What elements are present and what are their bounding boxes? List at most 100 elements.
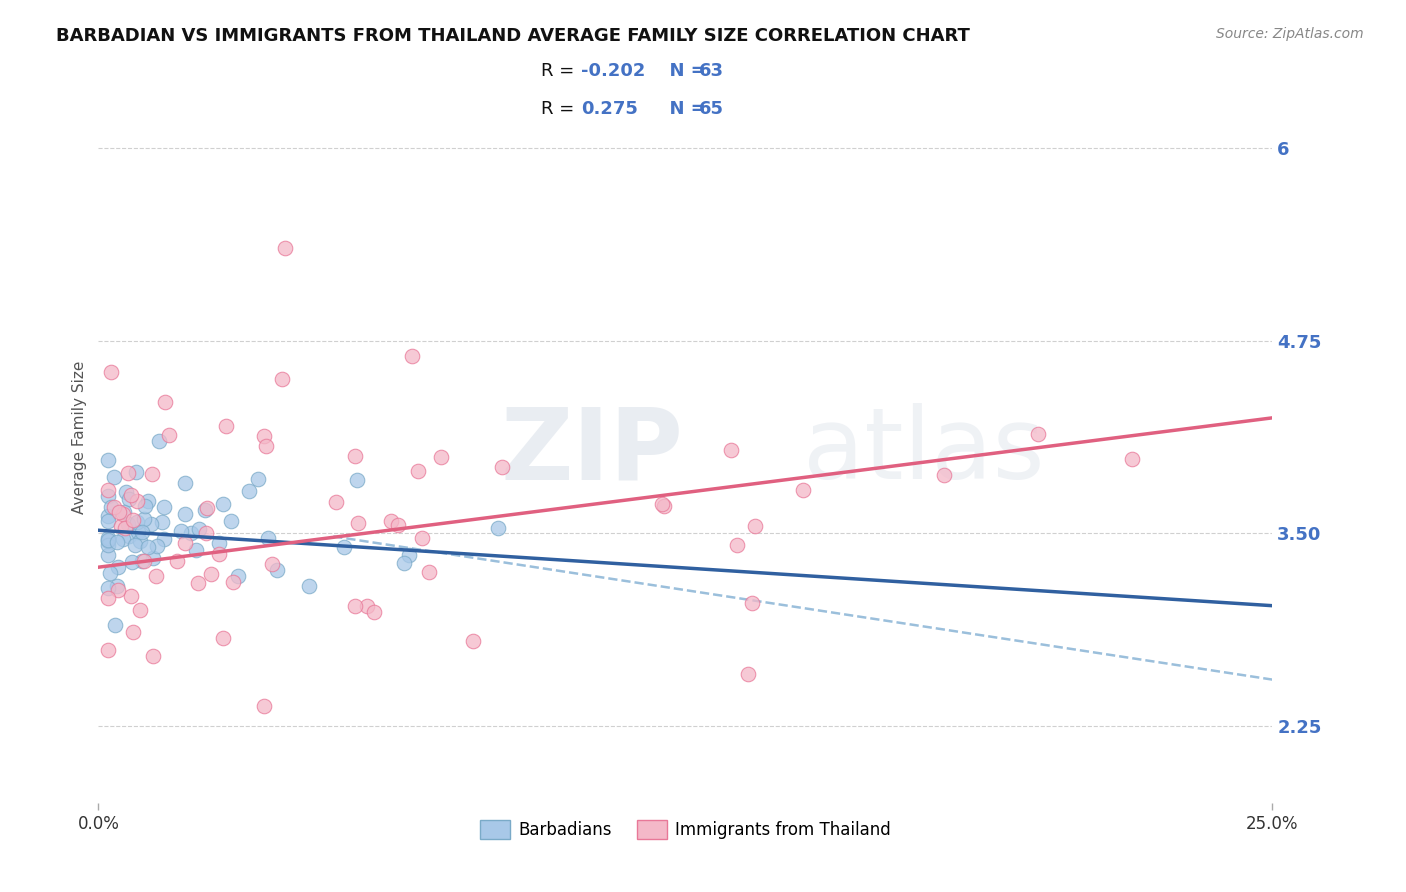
Point bbox=[97, 514, 120, 528]
Point bbox=[124, 538, 146, 552]
Point bbox=[105, 579, 128, 593]
Point bbox=[129, 533, 152, 548]
Point bbox=[117, 517, 139, 532]
Point bbox=[122, 513, 145, 527]
Point bbox=[97, 508, 120, 523]
Point bbox=[120, 488, 142, 502]
Point bbox=[97, 534, 120, 549]
Point bbox=[157, 427, 180, 442]
Point bbox=[1026, 426, 1049, 441]
Point bbox=[401, 349, 423, 363]
Point bbox=[136, 540, 159, 554]
Text: 0.275: 0.275 bbox=[581, 100, 637, 118]
Point bbox=[253, 699, 276, 714]
Point bbox=[257, 531, 280, 545]
Point bbox=[104, 618, 127, 632]
Point bbox=[142, 649, 165, 664]
Point bbox=[418, 565, 440, 579]
Text: atlas: atlas bbox=[803, 403, 1045, 500]
Point bbox=[97, 548, 120, 562]
Point bbox=[387, 518, 409, 533]
Point bbox=[346, 516, 368, 530]
Point bbox=[392, 556, 415, 570]
Point bbox=[226, 569, 249, 583]
Point bbox=[406, 464, 429, 478]
Point bbox=[174, 507, 197, 521]
Point bbox=[129, 603, 152, 617]
Point bbox=[120, 589, 142, 603]
Point bbox=[97, 533, 120, 548]
Point bbox=[131, 554, 153, 568]
Point bbox=[155, 395, 177, 409]
Point bbox=[194, 525, 217, 540]
Point bbox=[184, 543, 207, 558]
Point bbox=[651, 497, 673, 511]
Point bbox=[166, 554, 188, 568]
Point bbox=[260, 557, 283, 571]
Point bbox=[145, 569, 167, 583]
Point bbox=[271, 372, 294, 386]
Point bbox=[107, 505, 129, 519]
Point bbox=[741, 596, 763, 610]
Point bbox=[363, 605, 385, 619]
Point bbox=[97, 538, 120, 552]
Point bbox=[100, 566, 122, 580]
Point bbox=[121, 625, 143, 640]
Point bbox=[238, 483, 260, 498]
Point bbox=[344, 449, 367, 463]
Point bbox=[107, 582, 129, 597]
Point bbox=[97, 483, 120, 498]
Point bbox=[356, 599, 378, 614]
Point bbox=[105, 535, 128, 549]
Point bbox=[1121, 452, 1143, 467]
Point bbox=[380, 514, 402, 528]
Point bbox=[486, 521, 509, 535]
Point bbox=[97, 581, 120, 595]
Point bbox=[654, 499, 676, 513]
Point bbox=[103, 500, 125, 514]
Point bbox=[720, 443, 742, 458]
Point bbox=[107, 559, 129, 574]
Point bbox=[152, 532, 174, 546]
Point bbox=[200, 566, 222, 581]
Point bbox=[194, 502, 217, 516]
Text: BARBADIAN VS IMMIGRANTS FROM THAILAND AVERAGE FAMILY SIZE CORRELATION CHART: BARBADIAN VS IMMIGRANTS FROM THAILAND AV… bbox=[56, 27, 970, 45]
Point bbox=[298, 579, 321, 593]
Point bbox=[461, 633, 484, 648]
Text: N =: N = bbox=[657, 100, 711, 118]
Text: ZIP: ZIP bbox=[501, 403, 683, 500]
Point bbox=[146, 539, 169, 553]
Text: R =: R = bbox=[541, 62, 581, 80]
Point bbox=[103, 470, 125, 484]
Point bbox=[141, 516, 163, 531]
Point bbox=[253, 429, 276, 443]
Point bbox=[343, 599, 366, 613]
Point bbox=[114, 484, 136, 499]
Point bbox=[117, 467, 139, 481]
Point bbox=[100, 365, 122, 379]
Point bbox=[125, 494, 148, 508]
Point bbox=[152, 500, 174, 514]
Point bbox=[174, 535, 197, 549]
Point bbox=[134, 554, 156, 568]
Point bbox=[173, 475, 195, 490]
Text: Source: ZipAtlas.com: Source: ZipAtlas.com bbox=[1216, 27, 1364, 41]
Point bbox=[346, 473, 368, 487]
Point bbox=[127, 524, 149, 539]
Point bbox=[398, 548, 420, 562]
Point bbox=[725, 538, 748, 552]
Point bbox=[111, 533, 134, 547]
Point bbox=[744, 519, 766, 533]
Point bbox=[332, 541, 354, 555]
Point bbox=[188, 522, 211, 536]
Point bbox=[208, 535, 231, 549]
Text: R =: R = bbox=[541, 100, 586, 118]
Point bbox=[118, 529, 141, 543]
Point bbox=[111, 507, 134, 521]
Point bbox=[97, 532, 120, 546]
Point bbox=[222, 574, 245, 589]
Point bbox=[170, 524, 193, 538]
Point bbox=[97, 453, 120, 467]
Point bbox=[110, 518, 132, 533]
Point bbox=[211, 631, 233, 645]
